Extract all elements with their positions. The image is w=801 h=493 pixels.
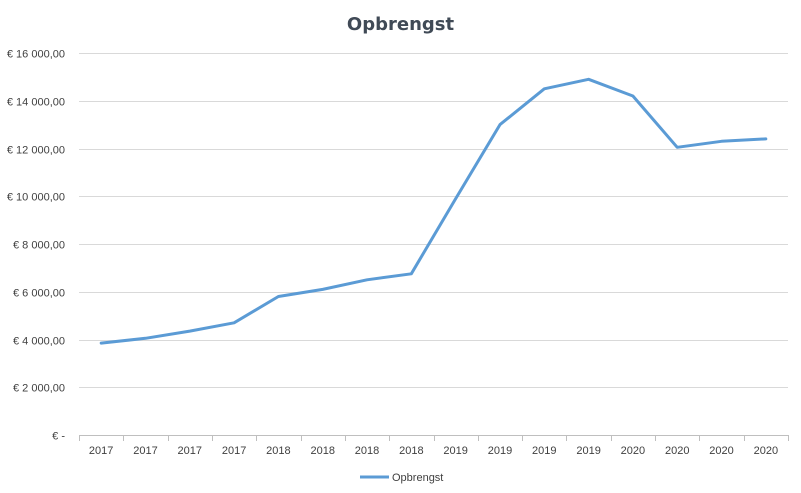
x-tick-label: 2018: [266, 445, 290, 457]
y-tick-label: € 16 000,00: [7, 49, 65, 61]
chart-title: Opbrengst: [346, 14, 455, 35]
y-tick-label: € 6 000,00: [13, 288, 65, 300]
x-tick-label: 2018: [310, 445, 334, 457]
x-tick-label: 2020: [621, 445, 645, 457]
x-tick-label: 2019: [576, 445, 600, 457]
series-layer: [99, 77, 768, 345]
x-axis-tick-labels: 2017 2017 2017 2017 2018 2018 2018 2018 2019 2019…: [89, 445, 778, 457]
x-tick-label: 2019: [443, 445, 467, 457]
y-tick-label: € 14 000,00: [7, 97, 65, 109]
y-tick-label: € 10 000,00: [7, 192, 65, 204]
y-tick-label: € 4 000,00: [13, 336, 65, 348]
y-tick-label: € 12 000,00: [7, 145, 65, 157]
x-tick-label: 2020: [754, 445, 778, 457]
x-tick-label: 2019: [488, 445, 512, 457]
x-tick-label: 2017: [89, 445, 113, 457]
x-tick-label: 2020: [665, 445, 689, 457]
y-tick-label: € 8 000,00: [13, 240, 65, 252]
x-tick-label: 2017: [133, 445, 157, 457]
x-tick-label: 2019: [532, 445, 556, 457]
x-tick-label: 2017: [178, 445, 202, 457]
x-tick-label: 2018: [355, 445, 379, 457]
x-tick-label: 2017: [222, 445, 246, 457]
y-tick-label: € -: [52, 431, 65, 443]
x-tick-label: 2018: [399, 445, 423, 457]
legend: Opbrengst: [360, 472, 443, 484]
y-axis-tick-labels: € - € 2 000,00 € 4 000,00 € 6 000,00 € 8 000…: [7, 49, 65, 443]
gridlines: [79, 53, 788, 388]
x-axis: [79, 435, 789, 441]
legend-label: Opbrengst: [392, 472, 443, 484]
x-tick-label: 2020: [709, 445, 733, 457]
y-tick-label: € 2 000,00: [13, 383, 65, 395]
series-line-opbrengst: [99, 77, 768, 345]
